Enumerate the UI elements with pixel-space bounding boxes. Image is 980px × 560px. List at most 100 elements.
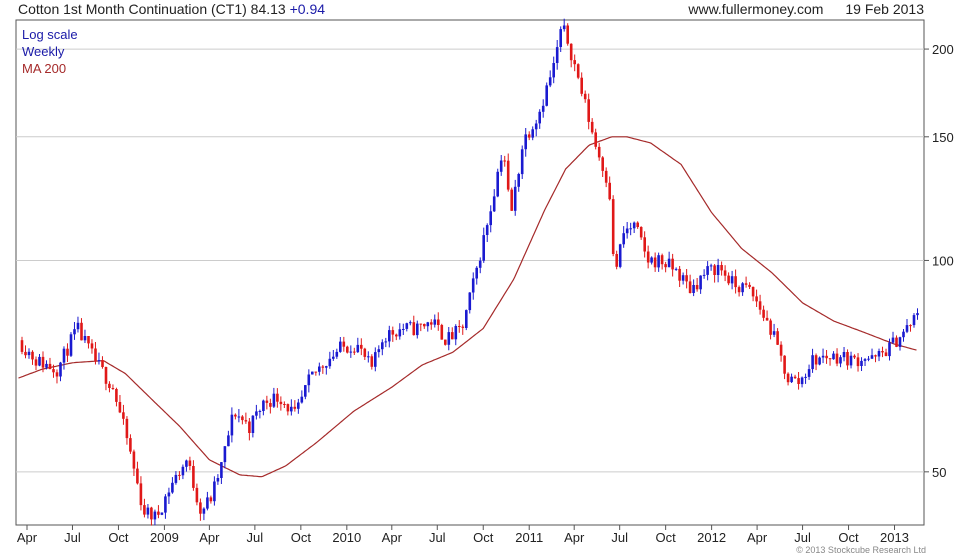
candle-body: [590, 121, 594, 133]
candle-body: [300, 396, 304, 403]
candle-body: [181, 466, 185, 476]
x-tick-label: Oct: [291, 530, 312, 545]
candle-body: [440, 325, 444, 340]
candle-body: [402, 329, 405, 330]
candle-body: [625, 228, 629, 234]
candle-body: [905, 325, 909, 332]
candle-body: [230, 414, 234, 436]
candle-body: [832, 353, 835, 360]
candle-body: [262, 400, 265, 411]
y-tick-label: 150: [932, 130, 954, 145]
candle-body: [828, 358, 832, 360]
candle-body: [737, 287, 741, 293]
candle-body: [632, 222, 636, 229]
candle-body: [27, 351, 31, 356]
candle-body: [258, 411, 262, 412]
x-tick-label: Jul: [794, 530, 811, 545]
candle-body: [185, 460, 188, 467]
candle-body: [174, 474, 178, 483]
candle-body: [66, 348, 69, 356]
candle-body: [293, 406, 297, 409]
candle-body: [69, 334, 73, 356]
x-tick-label: Apr: [17, 530, 38, 545]
candle-body: [723, 270, 727, 276]
candle-body: [475, 267, 478, 279]
candle-body: [451, 332, 454, 340]
candle-body: [702, 274, 706, 276]
candle-body: [478, 260, 482, 268]
candle-body: [430, 322, 433, 325]
candle-body: [839, 357, 842, 364]
legend-scale: Log scale: [22, 27, 78, 42]
candle-body: [482, 235, 485, 261]
candle-body: [510, 189, 513, 211]
candle-body: [423, 324, 426, 327]
candle-body: [790, 376, 793, 383]
candle-body: [206, 497, 209, 509]
source-url[interactable]: www.fullermoney.com: [688, 1, 824, 17]
candle-body: [688, 281, 692, 293]
candle-body: [465, 310, 468, 328]
grid-lines: [16, 48, 924, 473]
candle-body: [748, 284, 751, 287]
candle-body: [227, 435, 230, 447]
candle-body: [255, 411, 258, 416]
x-tick-label: Oct: [473, 530, 494, 545]
x-tick-label: 2013: [880, 530, 909, 545]
candle-body: [874, 355, 877, 357]
y-tick-label: 200: [932, 42, 954, 57]
candle-body: [111, 388, 115, 389]
candle-body: [20, 340, 24, 352]
candle-body: [290, 406, 293, 412]
candle-body: [332, 356, 335, 359]
y-tick-label: 50: [932, 465, 946, 480]
candle-body: [597, 146, 601, 158]
candle-body: [90, 343, 94, 349]
candle-body: [360, 344, 363, 349]
candle-body: [412, 322, 416, 336]
candle-body: [87, 336, 90, 344]
candle-body: [685, 275, 688, 282]
candle-body: [545, 85, 548, 106]
price-change: +0.94: [289, 1, 326, 17]
candle-body: [699, 275, 702, 290]
weekly-candles: [20, 18, 919, 526]
candle-body: [807, 369, 811, 377]
candle-body: [517, 174, 520, 187]
candle-body: [604, 170, 608, 183]
candle-body: [877, 351, 881, 357]
candle-body: [104, 367, 108, 384]
candle-body: [499, 160, 503, 172]
candle-body: [716, 265, 720, 275]
candle-body: [541, 105, 545, 112]
candle-body: [307, 374, 311, 386]
legend-period: Weekly: [22, 44, 65, 59]
candle-body: [286, 404, 290, 412]
candle-body: [384, 341, 388, 343]
candle-body: [653, 257, 657, 268]
candle-body: [489, 211, 492, 226]
candle-body: [660, 255, 664, 265]
candle-body: [506, 160, 510, 190]
x-tick-label: Apr: [564, 530, 585, 545]
y-tick-label: 100: [932, 253, 954, 268]
x-tick-label: Apr: [747, 530, 768, 545]
candle-body: [681, 275, 685, 281]
candle-body: [793, 376, 797, 379]
source-info: www.fullermoney.com 19 Feb 2013: [688, 1, 924, 17]
candle-body: [409, 322, 412, 324]
candle-body: [615, 254, 618, 267]
candle-body: [643, 237, 646, 252]
candle-body: [587, 99, 590, 122]
candle-body: [751, 286, 755, 297]
candle-body: [241, 416, 244, 421]
x-tick-label: 2010: [332, 530, 361, 545]
candle-body: [646, 251, 650, 263]
candle-body: [534, 123, 538, 130]
candle-body: [695, 285, 699, 290]
candle-body: [744, 283, 748, 285]
candle-body: [594, 132, 597, 147]
candle-body: [601, 157, 604, 171]
candle-body: [276, 393, 279, 402]
candle-body: [496, 171, 499, 197]
